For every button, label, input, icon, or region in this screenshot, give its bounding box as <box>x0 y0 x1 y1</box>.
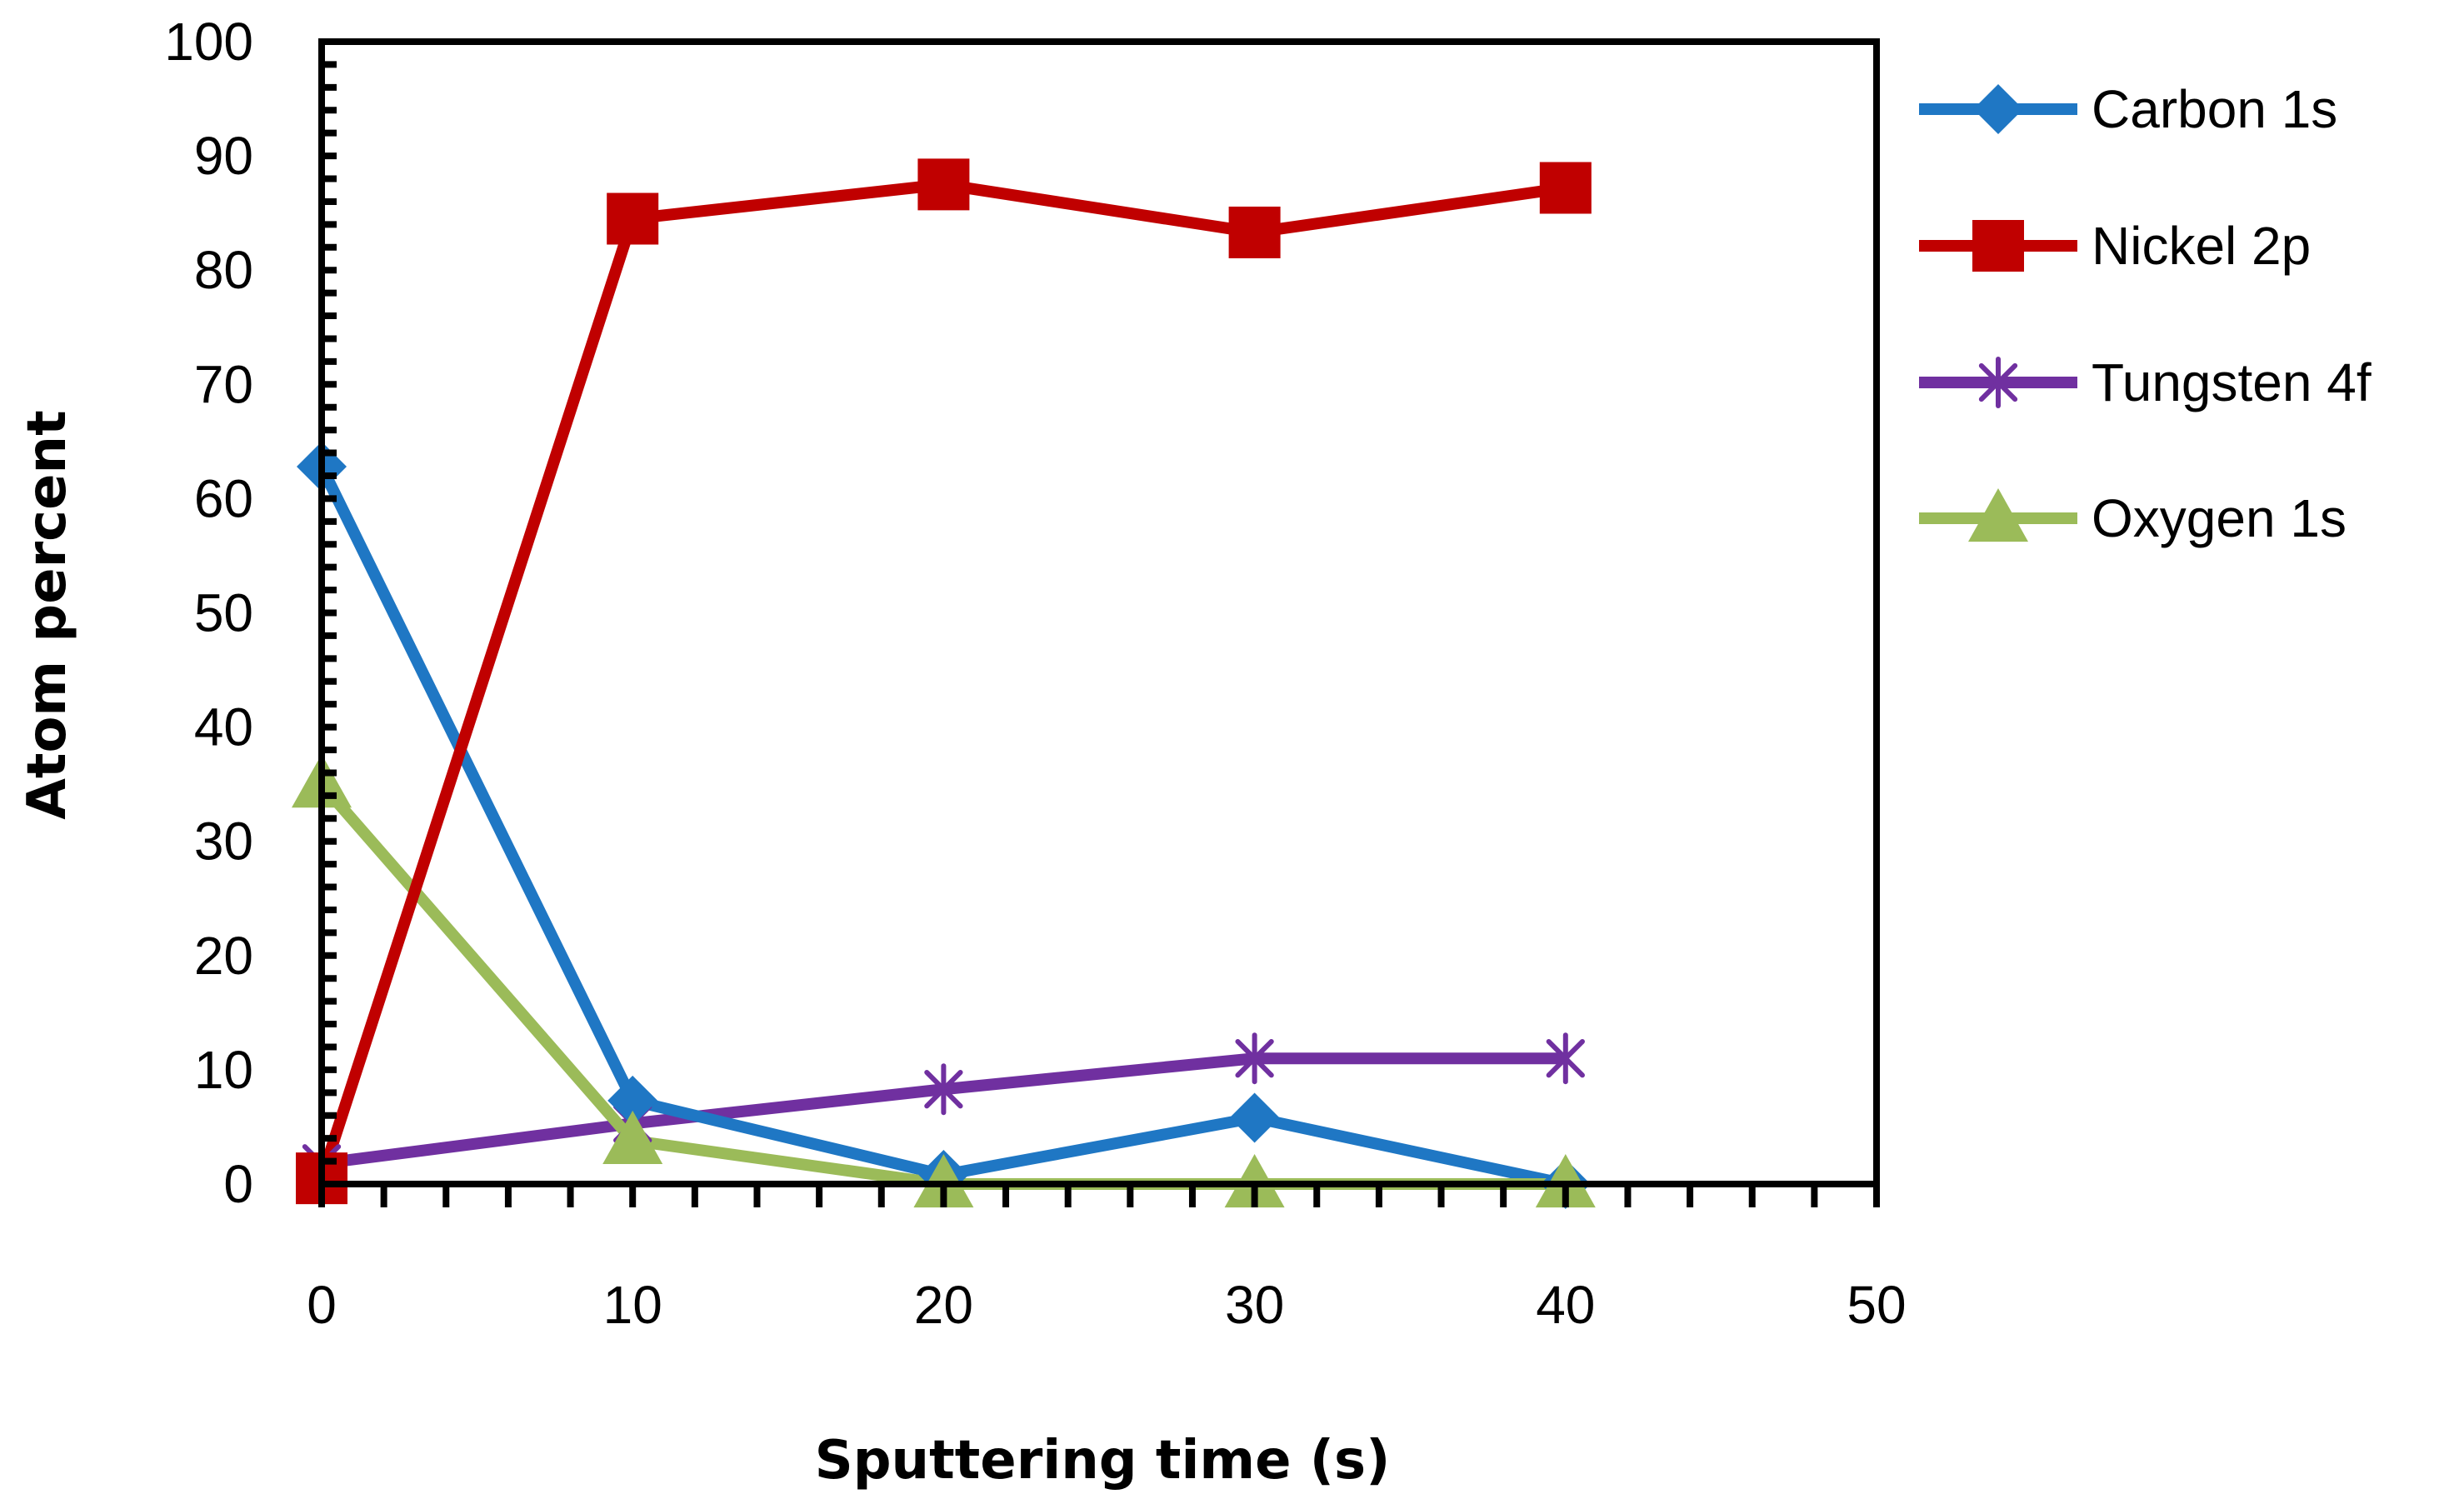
data-point <box>917 158 970 211</box>
series-lines <box>316 178 1567 1190</box>
data-point <box>607 192 659 245</box>
y-tick-label: 0 <box>223 1154 253 1214</box>
x-axis-title: Sputtering time (s) <box>815 1430 1391 1492</box>
y-tick-label: 40 <box>194 697 253 757</box>
data-point <box>1235 1032 1274 1085</box>
y-tick-label: 10 <box>194 1040 253 1100</box>
x-tick-label: 10 <box>603 1275 662 1335</box>
y-axis-ticks <box>322 38 337 1187</box>
data-point <box>1546 1032 1585 1085</box>
x-axis-tick-labels: 0 10 20 30 40 50 <box>307 1275 1906 1335</box>
y-tick-label: 50 <box>194 583 253 643</box>
y-tick-label: 90 <box>194 126 253 186</box>
legend-label: Tungsten 4f <box>2092 352 2372 412</box>
series-line-nickel-2p <box>316 178 1567 1181</box>
data-point <box>1229 1092 1280 1143</box>
data-point <box>607 1075 658 1126</box>
x-tick-label: 20 <box>914 1275 973 1335</box>
data-point <box>1539 162 1592 214</box>
legend-marker <box>1972 220 2024 272</box>
y-tick-label: 100 <box>164 12 253 72</box>
legend-item: Nickel 2p <box>1919 216 2311 276</box>
y-tick-label: 60 <box>194 468 253 528</box>
data-point <box>1228 206 1281 258</box>
legend-label: Nickel 2p <box>2092 216 2311 276</box>
legend-item: Tungsten 4f <box>1919 352 2372 412</box>
y-tick-label: 30 <box>194 812 253 872</box>
legend-label: Oxygen 1s <box>2092 488 2347 548</box>
y-axis-title: Atom percent <box>17 410 78 819</box>
legend: Carbon 1s Nickel 2p Tungsten 4f Oxygen 1s <box>1919 79 2372 548</box>
legend-item: Carbon 1s <box>1919 79 2337 139</box>
plot-area <box>292 38 1880 1209</box>
y-tick-label: 20 <box>194 926 253 986</box>
legend-marker <box>1978 357 2018 408</box>
x-tick-label: 40 <box>1536 1275 1595 1335</box>
legend-marker <box>1973 84 2023 134</box>
data-point <box>924 1063 963 1116</box>
data-point <box>602 1110 663 1164</box>
x-axis-ticks <box>318 1184 1880 1207</box>
y-axis-tick-labels: 0 10 20 30 40 50 60 70 80 90 100 <box>164 12 253 1214</box>
y-tick-label: 70 <box>194 354 253 414</box>
legend-marker <box>1968 488 2028 542</box>
y-tick-label: 80 <box>194 240 253 300</box>
x-tick-label: 50 <box>1847 1275 1906 1335</box>
x-tick-label: 30 <box>1225 1275 1284 1335</box>
legend-item: Oxygen 1s <box>1919 488 2347 548</box>
x-tick-label: 0 <box>307 1275 337 1335</box>
legend-label: Carbon 1s <box>2092 79 2337 139</box>
